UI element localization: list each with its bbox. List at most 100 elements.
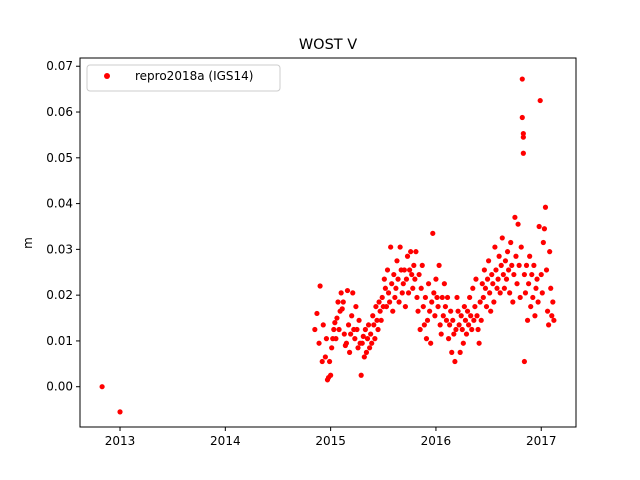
data-point (345, 322, 352, 328)
data-point (335, 299, 341, 305)
data-point (458, 313, 464, 319)
data-point (537, 97, 543, 104)
data-point (435, 303, 441, 310)
data-point (413, 249, 419, 255)
data-point (352, 336, 358, 342)
data-point (464, 308, 471, 314)
data-point (476, 340, 482, 346)
data-point (415, 308, 421, 314)
data-point (500, 271, 506, 278)
data-point (490, 281, 496, 287)
data-point (496, 253, 502, 259)
data-point (370, 313, 376, 319)
data-point (472, 303, 478, 310)
data-point (474, 313, 480, 319)
data-point (399, 290, 405, 296)
data-point (381, 276, 387, 282)
data-point (449, 349, 455, 355)
data-point (457, 349, 463, 355)
plot-frame (79, 57, 577, 428)
x-tick-label: 2013 (105, 434, 136, 448)
data-point (428, 340, 434, 346)
data-point (371, 322, 377, 328)
data-point (419, 262, 425, 268)
data-point (374, 317, 380, 323)
y-tick-label: 0.07 (46, 59, 73, 73)
y-tick-label: 0.06 (46, 105, 73, 119)
data-point (519, 114, 525, 121)
data-point (443, 317, 450, 323)
data-point (481, 267, 487, 273)
x-axis: 2013 2014 2015 2016 2017 (105, 427, 557, 448)
data-point (364, 336, 371, 342)
data-point (397, 244, 403, 250)
data-point (334, 315, 340, 321)
data-point (462, 317, 469, 323)
data-point (450, 317, 456, 323)
data-point (438, 331, 444, 337)
data-point (484, 276, 491, 282)
data-point (551, 317, 557, 323)
data-point (479, 281, 485, 287)
data-point (528, 303, 534, 310)
x-tick-label: 2014 (210, 434, 241, 448)
data-point (497, 290, 503, 296)
data-point (550, 299, 556, 305)
data-point (385, 290, 392, 296)
data-point (341, 331, 347, 337)
data-point (424, 317, 431, 323)
data-point (504, 249, 511, 255)
data-point (441, 281, 447, 287)
data-point (444, 294, 451, 301)
data-point (316, 340, 322, 346)
data-point (478, 317, 484, 323)
data-point (506, 267, 512, 273)
data-point (383, 303, 390, 310)
data-point (323, 336, 330, 342)
data-point (340, 299, 346, 305)
data-point (372, 336, 378, 342)
data-point (377, 308, 383, 314)
data-point (520, 134, 526, 140)
data-point (354, 326, 360, 333)
data-point (356, 317, 362, 323)
data-point (515, 221, 521, 227)
y-tick-label: 0.05 (46, 151, 73, 165)
data-point (471, 317, 477, 323)
data-point (459, 326, 465, 333)
data-point (502, 258, 509, 264)
y-tick-label: 0.04 (46, 197, 73, 211)
data-point (475, 326, 481, 333)
data-point (516, 262, 522, 268)
data-point (365, 322, 372, 328)
data-point (436, 262, 442, 268)
data-point (393, 285, 399, 291)
data-point (361, 354, 367, 360)
data-point (487, 290, 493, 296)
data-point (447, 322, 453, 328)
legend-marker (104, 73, 110, 79)
data-point (453, 326, 459, 333)
data-point (328, 372, 334, 378)
data-point (390, 308, 396, 314)
data-point (382, 285, 388, 291)
data-point (445, 336, 452, 342)
data-point (425, 281, 432, 287)
data-point (312, 326, 318, 333)
data-point (514, 281, 520, 287)
x-tick-label: 2016 (421, 434, 452, 448)
data-point (509, 262, 515, 268)
legend: repro2018a (IGS14) (86, 64, 281, 92)
data-point (389, 281, 395, 287)
data-point (508, 239, 514, 246)
data-point (346, 349, 353, 355)
data-point (501, 285, 507, 291)
data-point (518, 244, 524, 250)
data-point (350, 290, 356, 296)
data-point (546, 322, 552, 328)
data-point (526, 281, 532, 287)
data-point (320, 322, 326, 328)
data-point (373, 303, 379, 310)
x-tick-label: 2015 (315, 434, 346, 448)
data-point (454, 294, 460, 301)
